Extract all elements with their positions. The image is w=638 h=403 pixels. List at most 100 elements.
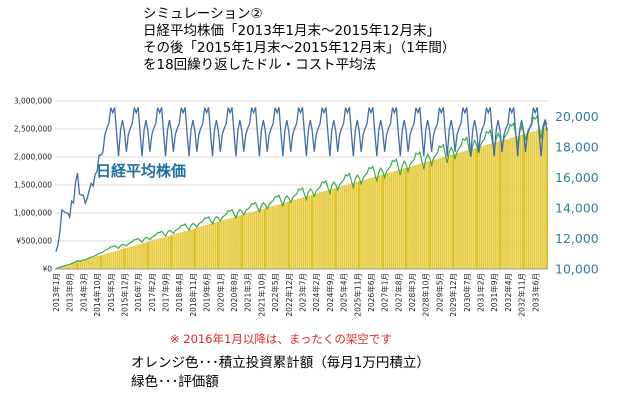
contribution-bar xyxy=(197,227,200,270)
contribution-bar xyxy=(471,149,474,270)
contribution-bar xyxy=(264,208,267,270)
contribution-bar xyxy=(209,224,212,270)
right-tick-label: 12,000 xyxy=(555,231,599,246)
contribution-bar xyxy=(201,226,204,270)
contribution-bar xyxy=(522,134,525,270)
contribution-bar xyxy=(186,230,189,270)
x-tick-label: 2017年2月 xyxy=(147,273,157,312)
contribution-bar xyxy=(395,170,398,270)
contribution-bar xyxy=(360,180,363,270)
x-tick-label: 2022年12月 xyxy=(284,273,294,317)
contribution-bar xyxy=(311,194,314,270)
contribution-bar xyxy=(293,199,296,270)
contribution-bar xyxy=(313,194,316,270)
contribution-bar xyxy=(409,166,412,270)
contribution-bar xyxy=(414,165,417,270)
contribution-bar xyxy=(459,152,462,270)
contribution-bar xyxy=(94,257,97,270)
contribution-bar xyxy=(379,175,382,270)
contribution-bar xyxy=(203,225,206,270)
left-tick-label: 3,000,000 xyxy=(14,97,52,106)
contribution-bar xyxy=(141,243,144,270)
x-tick-label: 2013年8月 xyxy=(65,273,75,312)
contribution-bar xyxy=(182,231,185,270)
contribution-bar xyxy=(207,224,210,270)
contribution-bar xyxy=(334,188,337,270)
contribution-bar xyxy=(76,262,79,270)
contribution-bar xyxy=(422,163,425,270)
contribution-bar xyxy=(475,147,478,270)
x-tick-label: 2024年9月 xyxy=(325,273,335,312)
x-tick-label: 2031年2月 xyxy=(476,273,486,312)
contribution-bar xyxy=(428,161,431,270)
contribution-bar xyxy=(287,201,290,270)
contribution-bar xyxy=(352,183,355,270)
contribution-bar xyxy=(432,160,435,270)
x-tick-label: 2032年11月 xyxy=(517,273,527,317)
contribution-bar xyxy=(315,193,318,270)
contribution-bar xyxy=(189,229,192,270)
chart-title: シミュレーション② 日経平均株価「2013年1月末～2015年12月末」 その後… xyxy=(143,6,455,74)
contribution-bar xyxy=(188,230,191,270)
contribution-bar xyxy=(221,220,224,270)
contribution-bar xyxy=(90,258,93,270)
contribution-bar xyxy=(321,192,324,270)
contribution-bar xyxy=(364,179,367,270)
right-tick-label: 20,000 xyxy=(555,109,599,124)
contribution-bar xyxy=(174,234,177,270)
contribution-bar xyxy=(346,184,349,270)
valuation-line xyxy=(55,114,548,270)
contribution-bar xyxy=(258,210,261,270)
contribution-bar xyxy=(144,242,147,270)
contribution-bar xyxy=(436,159,439,270)
contribution-bar xyxy=(285,202,288,270)
contribution-bar xyxy=(497,141,500,270)
contribution-bar xyxy=(461,151,464,270)
contribution-bar xyxy=(154,239,157,270)
x-tick-label: 2020年1月 xyxy=(215,273,225,312)
contribution-bar xyxy=(219,221,222,270)
contribution-bar xyxy=(115,250,118,270)
contribution-bar xyxy=(176,233,179,270)
right-tick-label: 18,000 xyxy=(555,139,599,154)
contribution-bar xyxy=(256,210,259,270)
contribution-bar xyxy=(452,154,455,270)
contribution-bar xyxy=(129,247,132,270)
title-line-4: を18回繰り返したドル・コスト平均法 xyxy=(143,57,377,73)
contribution-bar xyxy=(362,180,365,270)
contribution-bar xyxy=(125,248,128,270)
contribution-bar xyxy=(82,260,85,270)
x-tick-label: 2015年5月 xyxy=(106,273,116,312)
contribution-bar xyxy=(542,128,545,270)
contribution-bar xyxy=(103,254,106,270)
contribution-bar xyxy=(416,164,419,270)
contribution-bar xyxy=(358,181,361,270)
contribution-bar xyxy=(418,164,421,270)
contribution-bar xyxy=(454,154,457,270)
contribution-bar xyxy=(274,205,277,270)
contribution-bar xyxy=(291,200,294,270)
left-tick-label: 2,500,000 xyxy=(14,125,52,134)
x-tick-label: 2029年12月 xyxy=(448,273,458,317)
x-tick-label: 2029年5月 xyxy=(434,273,444,312)
contribution-bar xyxy=(514,136,517,270)
contribution-bar xyxy=(348,184,351,270)
contribution-bar xyxy=(162,237,165,270)
contribution-bar xyxy=(473,148,476,270)
x-tick-label: 2024年2月 xyxy=(311,273,321,312)
contribution-bar xyxy=(403,168,406,270)
contribution-bar xyxy=(499,141,502,270)
contribution-bar xyxy=(303,197,306,270)
contribution-bar xyxy=(438,158,441,270)
contribution-bar xyxy=(92,257,95,270)
contribution-bar xyxy=(487,144,490,270)
contribution-bar xyxy=(279,203,282,270)
contribution-bar xyxy=(105,253,108,270)
dca-chart: ¥0 ¥500,000 1,000,000 1,500,000 2,000,000 2,5… xyxy=(14,97,599,317)
contribution-bar xyxy=(538,129,541,270)
x-tick-label: 2028年3月 xyxy=(407,273,417,312)
contribution-bar xyxy=(236,216,239,270)
contribution-bar xyxy=(469,149,472,270)
contribution-bar xyxy=(340,186,343,270)
legend-text: オレンジ色･･･積立投資累計額（毎月1万円積立） 緑色･･･評価額 xyxy=(131,354,430,392)
